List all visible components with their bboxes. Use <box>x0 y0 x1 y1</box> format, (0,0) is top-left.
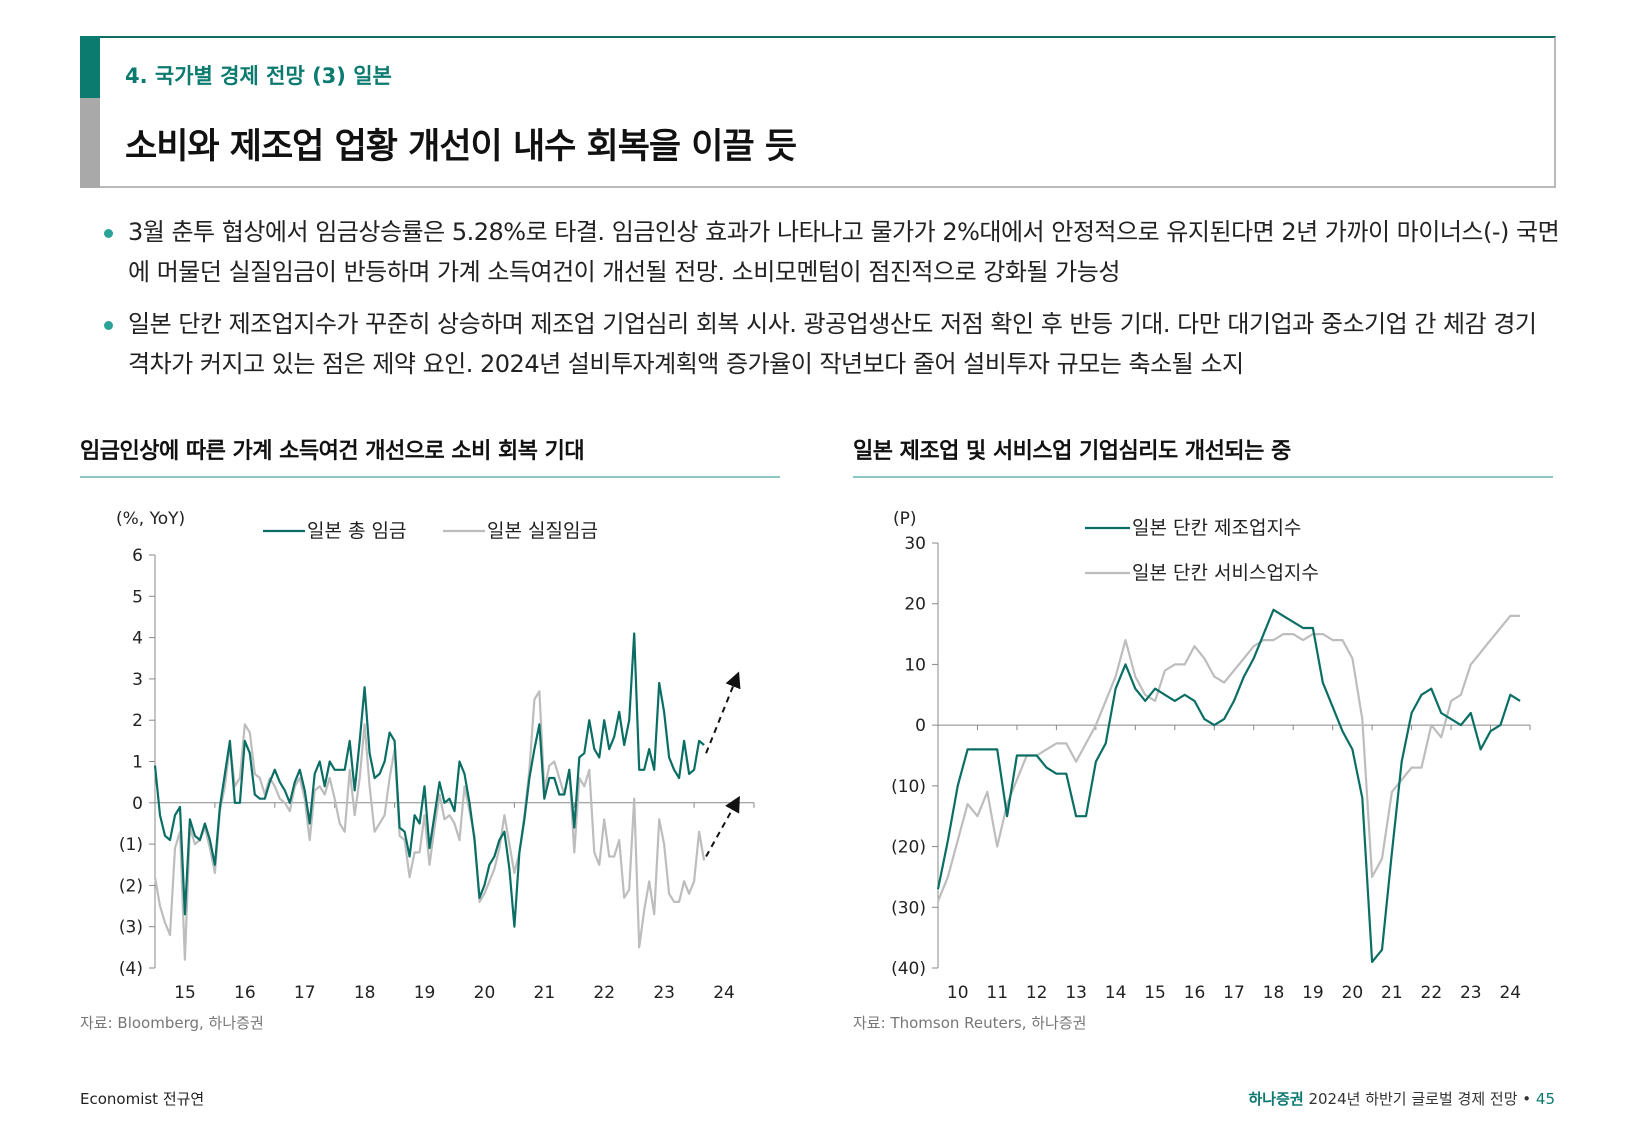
x-tick-label: 23 <box>653 983 675 1003</box>
series-line-일본 단칸 서비스업지수 <box>936 614 1521 902</box>
x-tick-label: 24 <box>1499 983 1521 1003</box>
x-tick-label: 18 <box>1263 983 1285 1003</box>
x-tick-label: 19 <box>1302 983 1324 1003</box>
y-unit-label: (P) <box>893 509 917 529</box>
y-tick-label: 4 <box>132 629 143 649</box>
series-line-일본 총 임금 <box>153 632 705 928</box>
legend-label: 일본 단칸 서비스업지수 <box>1132 562 1319 584</box>
footer-author: Economist 전규연 <box>80 1090 205 1108</box>
y-tick-label: 10 <box>904 655 926 675</box>
y-tick-label: (10) <box>891 777 926 797</box>
page-title: 소비와 제조업 업황 개선이 내수 회복을 이끌 듯 <box>125 127 797 167</box>
bullet-dot-icon <box>104 321 113 330</box>
legend-label: 일본 실질임금 <box>487 520 598 542</box>
x-tick-label: 11 <box>986 983 1008 1003</box>
bullet-list: 3월 춘투 협상에서 임금상승률은 5.28%로 타결. 임금인상 효과가 나타… <box>100 212 1560 396</box>
legend-label: 일본 단칸 제조업지수 <box>1132 517 1301 539</box>
x-tick-label: 20 <box>474 983 496 1003</box>
footer-pub-title: 2024년 하반기 글로벌 경제 전망 <box>1303 1090 1518 1108</box>
page-number: 45 <box>1535 1090 1555 1108</box>
y-tick-label: 6 <box>132 546 143 566</box>
y-tick-label: 0 <box>132 794 143 814</box>
header-accent-bar <box>80 36 100 98</box>
series-line-일본 실질임금 <box>153 690 706 961</box>
footer-publication: 하나증권 2024년 하반기 글로벌 경제 전망 • 45 <box>1248 1088 1555 1109</box>
x-tick-label: 22 <box>1421 983 1443 1003</box>
x-tick-label: 22 <box>593 983 615 1003</box>
x-tick-label: 13 <box>1065 983 1087 1003</box>
x-tick-label: 12 <box>1026 983 1048 1003</box>
section-label: 4. 국가별 경제 전망 (3) 일본 <box>125 64 392 88</box>
y-tick-label: (3) <box>119 918 143 938</box>
footer-separator: • <box>1517 1090 1536 1108</box>
bullet-dot-icon <box>104 229 113 238</box>
y-tick-label: (30) <box>891 898 926 918</box>
x-tick-label: 10 <box>947 983 969 1003</box>
y-tick-label: 20 <box>904 595 926 615</box>
trend-arrow-icon <box>705 795 740 857</box>
y-tick-label: 3 <box>132 670 143 690</box>
right-chart-divider <box>853 476 1553 478</box>
y-unit-label: (%, YoY) <box>116 509 185 529</box>
left-chart-title: 임금인상에 따른 가계 소득여건 개선으로 소비 회복 기대 <box>80 439 585 464</box>
bullet-text: 일본 단칸 제조업지수가 꾸준히 상승하며 제조업 기업심리 회복 시사. 광공… <box>128 310 1537 378</box>
bullet-item: 일본 단칸 제조업지수가 꾸준히 상승하며 제조업 기업심리 회복 시사. 광공… <box>100 304 1560 384</box>
x-tick-label: 18 <box>354 983 376 1003</box>
x-tick-label: 16 <box>234 983 256 1003</box>
left-chart-divider <box>80 476 780 478</box>
y-tick-label: (2) <box>119 876 143 896</box>
legend-label: 일본 총 임금 <box>307 520 406 542</box>
x-tick-label: 20 <box>1342 983 1364 1003</box>
x-tick-label: 21 <box>1381 983 1403 1003</box>
left-chart-source: 자료: Bloomberg, 하나증권 <box>80 1014 264 1032</box>
y-tick-label: (4) <box>119 959 143 979</box>
y-tick-label: (20) <box>891 838 926 858</box>
y-tick-label: 30 <box>904 534 926 554</box>
x-tick-label: 19 <box>414 983 436 1003</box>
x-tick-label: 17 <box>294 983 316 1003</box>
y-tick-label: 5 <box>132 587 143 607</box>
x-tick-label: 16 <box>1184 983 1206 1003</box>
x-tick-label: 15 <box>1144 983 1166 1003</box>
y-tick-label: (40) <box>891 959 926 979</box>
x-tick-label: 21 <box>534 983 556 1003</box>
series-line-일본 단칸 제조업지수 <box>936 608 1521 964</box>
x-tick-label: 14 <box>1105 983 1127 1003</box>
bullet-item: 3월 춘투 협상에서 임금상승률은 5.28%로 타결. 임금인상 효과가 나타… <box>100 212 1560 292</box>
right-chart-title: 일본 제조업 및 서비스업 기업심리도 개선되는 중 <box>853 439 1291 464</box>
footer-brand: 하나증권 <box>1248 1090 1304 1108</box>
x-tick-label: 23 <box>1460 983 1482 1003</box>
y-tick-label: 0 <box>915 716 926 736</box>
y-tick-label: (1) <box>119 835 143 855</box>
x-tick-label: 15 <box>174 983 196 1003</box>
bullet-text: 3월 춘투 협상에서 임금상승률은 5.28%로 타결. 임금인상 효과가 나타… <box>128 218 1560 286</box>
y-tick-label: 2 <box>132 711 143 731</box>
x-tick-label: 24 <box>713 983 735 1003</box>
header-gray-bar <box>80 98 100 188</box>
trend-arrow-icon <box>705 671 741 754</box>
right-chart-source: 자료: Thomson Reuters, 하나증권 <box>853 1014 1087 1032</box>
x-tick-label: 17 <box>1223 983 1245 1003</box>
y-tick-label: 1 <box>132 753 143 773</box>
